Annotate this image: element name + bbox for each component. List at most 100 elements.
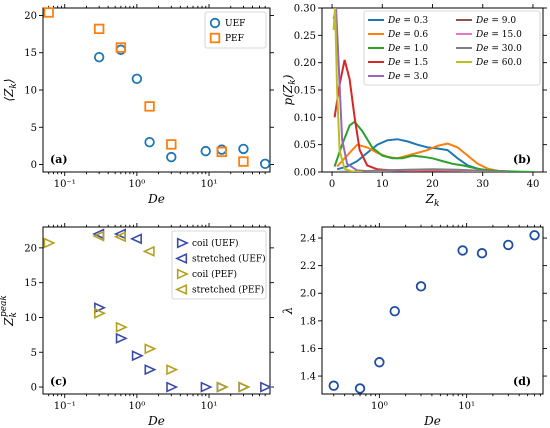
data-point: [131, 350, 144, 362]
legend-marker: [209, 17, 221, 29]
data-point: [94, 307, 107, 319]
y-tick-label: 2.0: [300, 289, 316, 300]
y-tick-label: 0.25: [294, 31, 316, 42]
panel-label: (b): [513, 153, 531, 166]
legend-label: coil (UEF): [192, 238, 239, 249]
data-point: [93, 52, 105, 63]
data-point: [200, 381, 213, 393]
y-tick-label: 0.05: [294, 140, 316, 151]
data-point: [166, 381, 179, 393]
data-point: [216, 381, 229, 393]
data-point: [503, 239, 514, 251]
x-tick-label: 10⁻¹: [54, 179, 76, 190]
series-line-de-0-3: [336, 138, 518, 172]
y-tick-label: 10: [24, 313, 37, 324]
y-axis-label: ⟨Zk⟩: [2, 78, 19, 101]
y-tick-label: 15: [24, 278, 37, 289]
legend: coil (UEF) stretched (UEF) coil (PEF) stret…: [171, 230, 267, 300]
y-axis-label: λ: [281, 307, 295, 316]
data-point: [260, 381, 273, 393]
data-point: [115, 321, 128, 333]
legend: De = 0.3 De = 0.6 De = 1.0 De = 1.5 De = 3.0…: [363, 10, 541, 86]
data-point: [238, 156, 249, 167]
data-point: [476, 248, 488, 259]
y-tick-label: 0.00: [294, 168, 316, 179]
data-point: [142, 245, 155, 257]
legend-entry: De = 15.0: [456, 30, 522, 40]
y-axis-label: p(Zk): [281, 74, 298, 105]
y-tick-label: 1.8: [300, 316, 316, 327]
legend-label: De = 0.6: [387, 30, 428, 40]
y-tick-label: 15: [24, 48, 37, 59]
legend-box: [363, 10, 541, 86]
data-point: [259, 158, 271, 170]
data-point: [92, 230, 105, 242]
data-point: [115, 42, 127, 53]
legend-marker: [174, 252, 188, 265]
data-point: [115, 332, 128, 344]
legend-box: [204, 11, 267, 49]
plot-frame: [321, 226, 544, 395]
legend-entry: PEF: [209, 32, 244, 44]
data-point: [238, 381, 251, 393]
x-tick-label: 10¹: [201, 401, 218, 412]
series-coil-uef-: [94, 302, 273, 393]
panel-label: (d): [513, 375, 531, 388]
data-point: [374, 357, 385, 368]
series-uef: [93, 44, 271, 170]
y-tick-label: 2.4: [300, 234, 316, 245]
x-axis-label: De: [147, 192, 165, 206]
series-line-de-60-0: [332, 8, 363, 172]
y-tick-label: 20: [24, 243, 37, 254]
legend-entry: De = 9.0: [456, 16, 516, 26]
legend-entry: De = 1.5: [368, 58, 428, 68]
data-point: [166, 364, 179, 376]
legend-marker: [174, 283, 188, 296]
legend-label: stretched (PEF): [192, 285, 264, 296]
legend-label: De = 60.0: [475, 58, 522, 68]
legend-label: De = 0.3: [387, 16, 428, 26]
data-point: [529, 230, 540, 241]
legend-label: De = 1.5: [387, 58, 428, 68]
legend-entry: De = 3.0: [368, 72, 428, 82]
legend-label: De = 3.0: [387, 72, 428, 82]
legend-entry: coil (PEF): [176, 268, 237, 280]
y-tick-label: 20: [24, 11, 37, 22]
legend-box: [171, 230, 267, 300]
x-tick-label: 10⁰: [129, 401, 146, 412]
legend-label: UEF: [225, 19, 245, 29]
series-line-de-0-6: [336, 142, 508, 172]
legend-entry: De = 0.3: [368, 16, 428, 26]
data-point: [238, 143, 249, 155]
y-tick-label: 0: [31, 160, 37, 171]
x-tick-label: 10¹: [201, 179, 218, 190]
y-tick-label: 0: [31, 383, 37, 394]
legend-label: De = 15.0: [475, 30, 522, 40]
x-tick-label: 0: [329, 179, 335, 190]
legend-label: stretched (UEF): [192, 254, 266, 265]
x-axis-label: De: [147, 414, 165, 428]
legend-entry: De = 30.0: [456, 44, 522, 54]
data-point: [144, 343, 157, 355]
series-pef: [43, 7, 249, 167]
data-point: [93, 23, 105, 35]
legend-entry: De = 0.6: [368, 30, 428, 40]
data-point: [43, 237, 56, 249]
series-stretched-pef-: [92, 230, 155, 257]
legend-entry: De = 1.0: [368, 44, 428, 54]
y-tick-label: 2.2: [300, 261, 316, 272]
x-tick-label: 40: [527, 179, 540, 190]
legend-label: De = 1.0: [387, 44, 428, 54]
legend-marker: [209, 32, 221, 44]
legend-entry: coil (UEF): [176, 237, 239, 249]
y-tick-label: 1.6: [300, 344, 316, 355]
data-point: [457, 245, 468, 256]
data-point: [166, 151, 177, 163]
data-point: [43, 7, 54, 18]
legend-entry: UEF: [209, 17, 245, 29]
data-point: [166, 139, 177, 150]
legend-label: coil (PEF): [192, 269, 237, 280]
series-data: [328, 230, 540, 394]
series-coil-pef-: [43, 237, 251, 393]
y-tick-label: 0.10: [294, 113, 316, 124]
